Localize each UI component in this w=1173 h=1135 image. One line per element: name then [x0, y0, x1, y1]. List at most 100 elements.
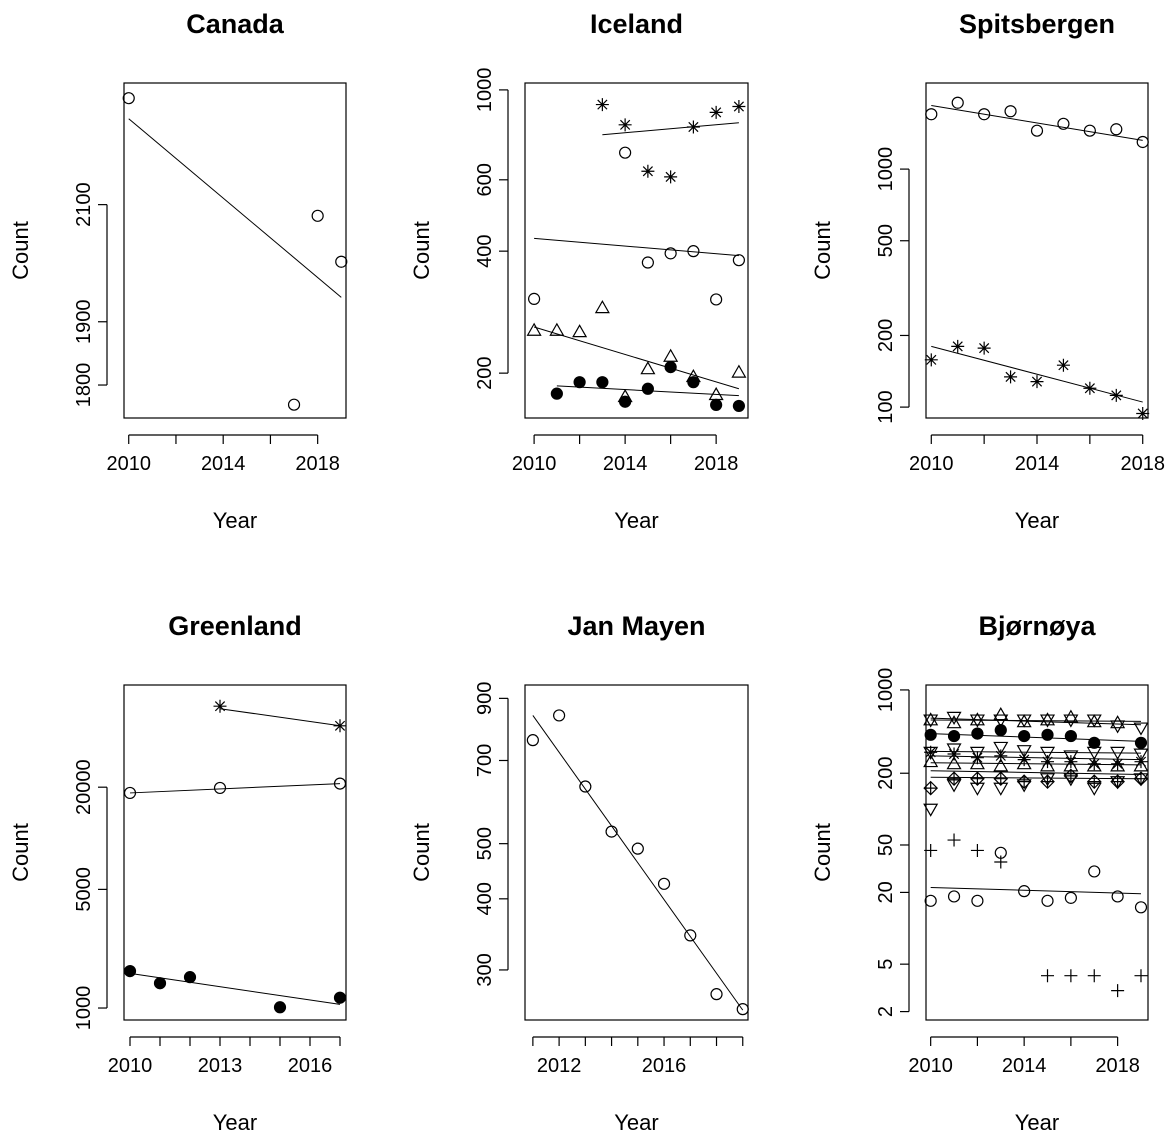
data-point	[1018, 729, 1031, 743]
data-point	[925, 108, 938, 121]
series	[923, 753, 1149, 772]
x-tick-label: 2013	[198, 1055, 243, 1077]
data-point	[273, 1001, 287, 1014]
data-point	[1016, 714, 1032, 728]
data-point	[1110, 720, 1126, 734]
data-point	[1039, 773, 1056, 787]
panel-title: Jan Mayen	[567, 611, 705, 641]
y-tick-label: 5	[875, 959, 897, 970]
panel-spitsbergen: Spitsbergen Year Count 2010 2014 2018 100 20…	[810, 9, 1165, 533]
y-tick-label: 20	[875, 881, 897, 903]
data-point	[213, 699, 227, 713]
data-point	[1063, 768, 1079, 784]
data-point	[287, 398, 301, 411]
x-axis-label: Year	[1015, 1110, 1059, 1135]
data-point	[947, 890, 961, 903]
data-point	[1136, 135, 1149, 149]
panel-iceland: Iceland Year Count 2010 2014 2018 200 400 600…	[409, 9, 749, 533]
trend-line	[930, 755, 1141, 761]
x-tick-label: 2010	[106, 453, 151, 475]
data-point	[1133, 758, 1149, 772]
plot-frame	[123, 684, 347, 1021]
data-point	[1083, 381, 1097, 395]
y-tick-label: 200	[474, 356, 496, 389]
series	[528, 146, 745, 306]
trend-line	[930, 762, 1141, 766]
y-axis-label: Count	[810, 221, 835, 280]
data-point	[994, 855, 1008, 869]
data-point	[951, 339, 965, 353]
y-axis-label: Count	[409, 823, 434, 882]
data-point	[631, 842, 644, 855]
series	[923, 741, 1149, 764]
data-point	[594, 300, 610, 314]
trend-line	[931, 105, 1143, 141]
trend-line	[930, 750, 1141, 754]
y-axis-label: Count	[8, 823, 33, 882]
data-point	[1111, 757, 1125, 771]
x-axis-label: Year	[213, 508, 257, 533]
plot-frame	[524, 82, 749, 419]
data-point	[970, 771, 985, 787]
panel-title: Spitsbergen	[959, 9, 1115, 39]
data-point	[153, 977, 167, 990]
series	[924, 846, 1148, 914]
data-point	[1134, 755, 1148, 769]
data-point	[1133, 722, 1149, 736]
data-point	[977, 341, 991, 355]
data-point	[619, 146, 632, 159]
data-point	[1041, 894, 1054, 907]
x-tick-label: 2014	[603, 453, 648, 475]
data-point	[710, 398, 723, 411]
data-point	[709, 105, 723, 119]
data-point	[1087, 757, 1101, 771]
data-point	[732, 99, 746, 113]
data-point	[1017, 753, 1031, 767]
plot-frame	[925, 684, 1149, 1021]
data-point	[732, 399, 745, 413]
data-point	[640, 361, 656, 375]
plot-frame	[123, 82, 347, 419]
data-point	[1039, 758, 1056, 772]
y-tick-label: 700	[474, 744, 496, 777]
y-tick-label: 500	[875, 224, 897, 257]
data-point	[924, 843, 938, 857]
data-point	[978, 108, 991, 121]
x-tick-label: 2018	[1095, 1055, 1140, 1077]
x-tick-label: 2016	[642, 1055, 687, 1077]
data-point	[528, 292, 541, 305]
y-axis-label: Count	[810, 823, 835, 882]
trend-line	[532, 715, 744, 1011]
data-point	[641, 382, 654, 395]
y-tick-label: 300	[474, 953, 496, 986]
data-point	[183, 971, 197, 984]
data-point	[333, 719, 347, 733]
data-point	[994, 724, 1007, 737]
data-point	[1030, 124, 1044, 137]
data-point	[994, 749, 1008, 763]
data-point	[923, 712, 939, 726]
data-point	[923, 714, 939, 728]
data-point	[923, 803, 939, 817]
x-tick-label: 2010	[908, 1055, 953, 1077]
data-point	[526, 734, 539, 747]
y-axis-label: Count	[409, 221, 434, 280]
data-point	[684, 929, 697, 942]
series	[925, 96, 1149, 149]
panel-title: Iceland	[590, 9, 683, 39]
data-point	[1018, 885, 1031, 898]
data-point	[1063, 709, 1079, 723]
data-point	[549, 322, 565, 336]
y-tick-label: 1900	[73, 300, 95, 345]
y-tick-label: 200	[875, 757, 897, 790]
data-point	[1041, 969, 1055, 983]
data-point	[1039, 712, 1056, 726]
data-point	[946, 711, 962, 725]
data-point	[946, 715, 962, 729]
y-tick-label: 50	[875, 834, 897, 856]
data-point	[1083, 124, 1096, 137]
data-point	[969, 756, 985, 770]
x-tick-label: 2010	[512, 453, 557, 475]
data-point	[1109, 388, 1123, 402]
y-tick-label: 600	[474, 163, 496, 196]
